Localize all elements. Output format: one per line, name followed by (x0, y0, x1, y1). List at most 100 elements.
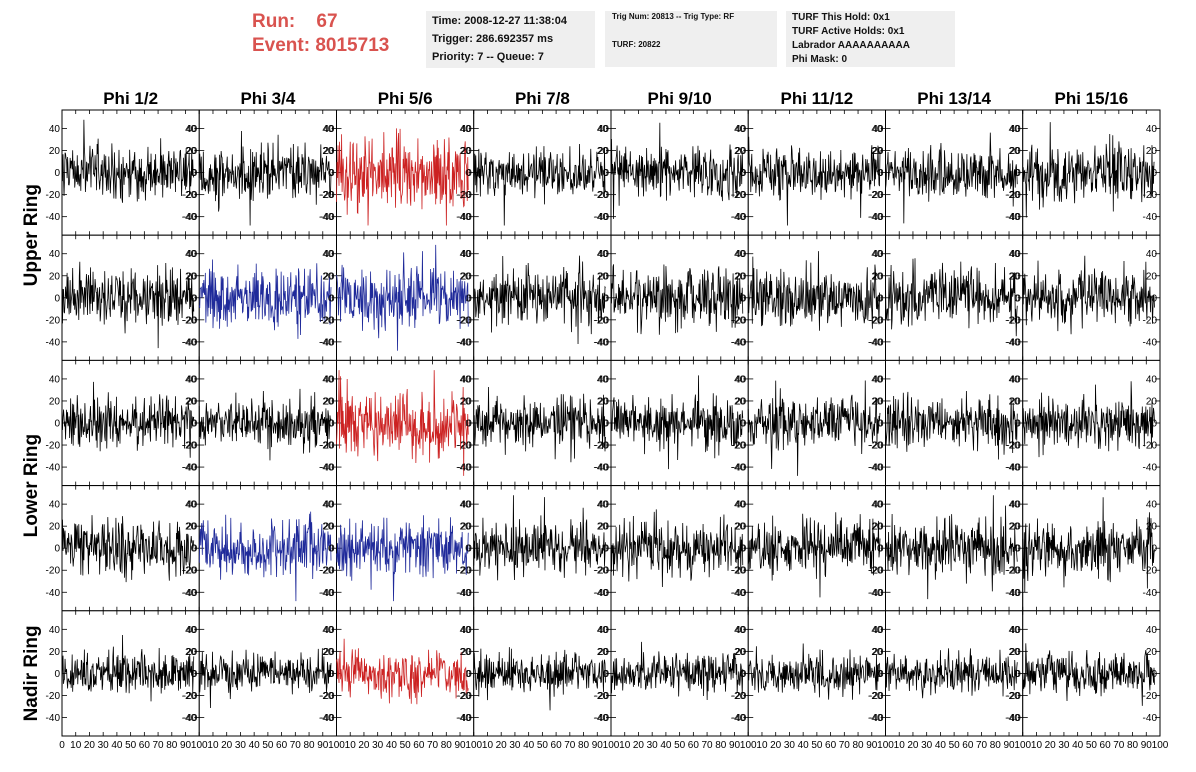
y-tick-label: 20 (461, 396, 473, 407)
y-tick-label: 20 (460, 396, 472, 407)
x-tick-label: 20 (907, 740, 919, 751)
y-tick-label: 0 (1015, 168, 1021, 179)
y-tick-label: 20 (49, 271, 61, 282)
y-tick-label: 0 (878, 168, 884, 179)
y-tick-label: 40 (49, 124, 61, 135)
waveform-trace (61, 261, 195, 349)
y-tick-label: 20 (1010, 396, 1022, 407)
x-tick-label: 40 (249, 740, 261, 751)
y-tick-label: -20 (46, 441, 61, 452)
x-tick-label: 80 (166, 740, 178, 751)
x-tick-label: 50 (949, 740, 961, 751)
y-tick-label: 40 (49, 249, 61, 260)
y-tick-label: -20 (457, 566, 472, 577)
y-tick-label: 20 (49, 146, 61, 157)
x-tick-label: 40 (111, 740, 123, 751)
y-tick-label: 0 (1015, 293, 1021, 304)
x-tick-label: 80 (303, 740, 315, 751)
y-tick-label: -40 (456, 212, 471, 223)
priority-line: Priority: 7 -- Queue: 7 (432, 51, 544, 63)
y-tick-label: 40 (872, 374, 884, 385)
y-tick-label: -20 (868, 441, 883, 452)
y-tick-label: -20 (595, 566, 610, 577)
waveform-trace (885, 258, 1018, 337)
y-tick-label: -40 (594, 337, 609, 348)
x-tick-label: 60 (413, 740, 425, 751)
y-tick-label: -20 (869, 190, 884, 201)
y-tick-label: 20 (734, 647, 746, 658)
y-tick-label: 20 (1009, 146, 1021, 157)
y-tick-label: 20 (735, 146, 747, 157)
y-tick-label: 0 (54, 669, 60, 680)
x-tick-label: 20 (1045, 740, 1057, 751)
y-tick-label: -40 (457, 588, 472, 599)
y-tick-label: 40 (461, 500, 473, 511)
y-tick-label: -20 (320, 190, 335, 201)
waveform-trace (61, 635, 195, 702)
y-tick-label: -20 (869, 566, 884, 577)
y-tick-label: -40 (182, 713, 197, 724)
y-tick-label: 20 (1009, 522, 1021, 533)
x-tick-label: 10 (756, 740, 768, 751)
y-tick-label: 20 (735, 396, 747, 407)
y-tick-label: 20 (597, 396, 609, 407)
x-tick-label: 30 (98, 740, 110, 751)
waveform-trace (610, 641, 744, 700)
waveform-trace (747, 512, 881, 598)
waveform-trace (198, 388, 332, 461)
y-tick-label: 40 (185, 500, 197, 511)
waveform-trace (61, 515, 195, 583)
x-tick-label: 20 (358, 740, 370, 751)
x-tick-label: 50 (400, 740, 412, 751)
y-tick-label: 0 (329, 293, 335, 304)
y-tick-label: 0 (602, 293, 608, 304)
y-tick-label: 20 (598, 647, 610, 658)
y-tick-label: 40 (734, 500, 746, 511)
y-tick-label: -40 (457, 463, 472, 474)
y-tick-label: 40 (597, 124, 609, 135)
y-tick-label: 20 (872, 522, 884, 533)
y-tick-label: 0 (1014, 669, 1020, 680)
y-tick-label: 0 (191, 293, 197, 304)
y-tick-label: 20 (1010, 146, 1022, 157)
y-tick-label: 20 (872, 647, 884, 658)
x-tick-label: 10 (894, 740, 906, 751)
y-tick-label: -40 (595, 212, 610, 223)
y-tick-label: 20 (322, 146, 334, 157)
panel-frame (747, 234, 886, 361)
y-tick-label: 0 (1151, 168, 1157, 179)
event-label: Event: (252, 35, 311, 56)
y-tick-label: 20 (597, 146, 609, 157)
waveform-trace (747, 251, 881, 331)
y-tick-label: -20 (1143, 566, 1158, 577)
time-line: Time: 2008-12-27 11:38:04 (432, 15, 567, 27)
y-tick-label: -40 (1005, 713, 1020, 724)
y-tick-label: 40 (323, 124, 335, 135)
waveform-trace (473, 255, 606, 344)
x-tick-label: 20 (84, 740, 96, 751)
y-tick-label: -20 (868, 566, 883, 577)
x-tick-label: 100 (1152, 740, 1169, 751)
y-tick-label: -20 (595, 691, 610, 702)
y-tick-label: -40 (869, 463, 884, 474)
x-tick-label: 10 (70, 740, 82, 751)
y-tick-label: 40 (322, 124, 334, 135)
y-tick-label: -40 (1006, 713, 1021, 724)
trig-num-line: Trig Num: 20813 -- Trig Type: RF (612, 12, 735, 21)
y-tick-label: -20 (46, 691, 61, 702)
y-tick-label: 40 (734, 625, 746, 636)
y-tick-label: -40 (1143, 212, 1158, 223)
y-tick-label: 40 (49, 374, 61, 385)
y-tick-label: -20 (732, 315, 747, 326)
y-tick-label: -20 (456, 566, 471, 577)
